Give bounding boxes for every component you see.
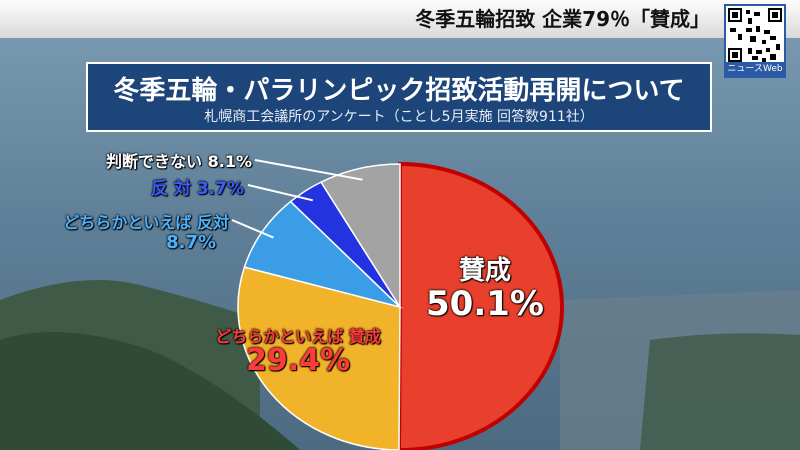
slice-approve-value: 50.1%	[426, 284, 544, 324]
slice-undecided	[319, 163, 401, 310]
leader-line	[254, 159, 363, 181]
chart-subtitle: 札幌商工会議所のアンケート（ことし5月実施 回答数911社）	[204, 109, 594, 125]
slice-somewhat-oppose-label: どちらかといえば 反対	[63, 213, 229, 232]
leader-line	[231, 219, 274, 239]
top-banner: 冬季五輪招致 企業79％「賛成」	[0, 0, 800, 38]
slice-somewhat-oppose	[243, 200, 403, 309]
qr-code[interactable]: ニュースWeb	[724, 4, 786, 78]
slice-somewhat-oppose-value: 8.7%	[166, 232, 216, 253]
slice-oppose-label: 反 対 3.7%	[151, 179, 244, 199]
qr-caption: ニュースWeb	[726, 62, 784, 76]
chart-title-box: 冬季五輪・パラリンピック招致活動再開について 札幌商工会議所のアンケート（ことし…	[86, 62, 712, 132]
qr-code-icon	[728, 8, 782, 62]
slice-approve	[396, 161, 564, 450]
slice-undecided-label: 判断できない 8.1%	[106, 152, 252, 171]
slice-somewhat-approve-label: どちらかといえば 賛成	[215, 327, 381, 346]
chart-title: 冬季五輪・パラリンピック招致活動再開について	[113, 76, 685, 106]
slice-somewhat-approve	[237, 266, 401, 450]
leader-line	[247, 184, 314, 202]
slice-approve-label: 賛成	[458, 256, 511, 286]
headline-text: 冬季五輪招致 企業79％「賛成」	[415, 7, 710, 31]
slice-somewhat-approve-value: 29.4%	[245, 343, 351, 378]
